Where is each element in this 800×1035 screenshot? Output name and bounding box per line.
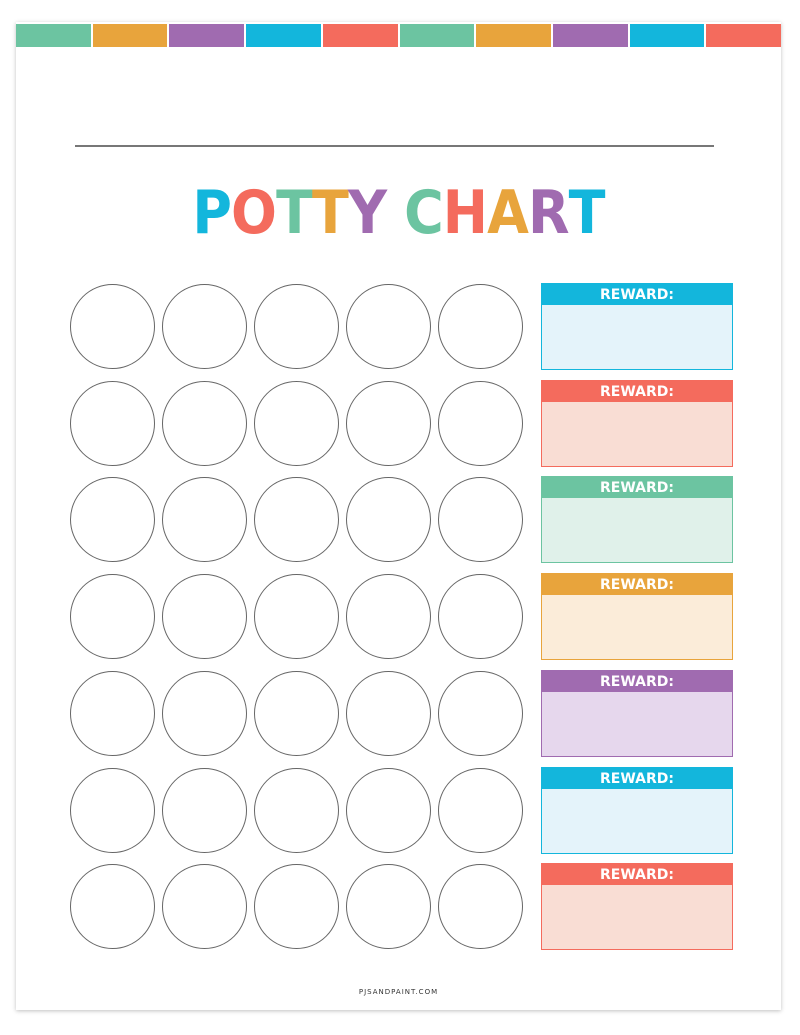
title-letter: T [276,178,313,248]
sticker-circle[interactable] [70,380,155,466]
sticker-circle[interactable] [438,380,523,466]
color-stripe [169,24,245,47]
reward-label: REWARD: [542,380,732,402]
sticker-circle[interactable] [346,477,431,563]
sticker-circle[interactable] [162,284,247,369]
sticker-circle[interactable] [162,477,247,563]
sticker-circle[interactable] [438,284,523,369]
reward-label: REWARD: [542,670,732,692]
color-stripe [16,24,91,47]
title-letter: R [528,178,570,248]
title-letter: Y [347,178,387,248]
sticker-circle[interactable] [70,864,155,950]
color-stripe [322,24,398,47]
reward-box[interactable]: REWARD: [541,863,733,951]
sticker-circle[interactable] [70,477,155,563]
color-stripe [629,24,705,47]
reward-box[interactable]: REWARD: [541,573,733,661]
sticker-circle[interactable] [346,380,431,466]
color-stripe [476,24,551,47]
title-letter: T [568,178,606,248]
sticker-circle[interactable] [438,864,523,950]
sticker-circle[interactable] [162,380,247,466]
footer-website: PJSANDPAINT.COM [358,988,439,996]
sticker-circle[interactable] [254,767,339,853]
reward-label: REWARD: [542,284,732,305]
sticker-circle[interactable] [438,670,523,756]
sticker-circle[interactable] [346,864,431,950]
color-stripe [246,24,321,47]
color-stripe-bar [16,24,782,47]
reward-box[interactable]: REWARD: [541,669,733,757]
title-letter: C [404,178,444,248]
reward-box[interactable]: REWARD: [541,476,733,564]
page-title: POTTY CHART [54,178,743,248]
sticker-circle[interactable] [346,284,431,369]
sticker-circle[interactable] [438,574,523,660]
reward-label: REWARD: [542,574,732,596]
sticker-circle[interactable] [438,477,523,563]
title-letter [386,178,404,248]
title-letter: T [312,178,349,248]
sticker-circle[interactable] [70,670,155,756]
sticker-circle[interactable] [254,670,339,756]
color-stripe [552,24,628,47]
sticker-circle[interactable] [70,574,155,660]
color-stripe [399,24,475,47]
name-line [75,145,714,147]
sticker-circle[interactable] [438,767,523,853]
reward-label: REWARD: [542,864,732,886]
sticker-circle[interactable] [70,284,155,369]
sticker-circle[interactable] [346,767,431,853]
sticker-circle[interactable] [254,574,339,660]
reward-box[interactable]: REWARD: [541,766,733,854]
color-stripe [706,24,782,47]
reward-box[interactable]: REWARD: [541,379,733,467]
reward-label: REWARD: [542,767,732,789]
sticker-circle[interactable] [162,574,247,660]
title-letter: P [192,178,232,248]
sticker-circle[interactable] [346,574,431,660]
sticker-circle[interactable] [162,864,247,950]
sticker-circle[interactable] [254,864,339,950]
title-letter: A [487,178,529,248]
sticker-circle[interactable] [254,477,339,563]
sticker-circle[interactable] [70,767,155,853]
sticker-circle[interactable] [254,284,339,369]
chart-page: POTTY CHART REWARD: REWARD: REWARD: REWARD:… [16,22,782,1010]
color-stripe [92,24,168,47]
sticker-circle[interactable] [254,380,339,466]
title-letter: H [442,178,488,248]
reward-label: REWARD: [542,477,732,499]
sticker-circle[interactable] [162,670,247,756]
sticker-circle[interactable] [162,767,247,853]
title-letter: O [231,178,277,248]
sticker-circle[interactable] [346,670,431,756]
reward-box[interactable]: REWARD: [541,283,733,370]
